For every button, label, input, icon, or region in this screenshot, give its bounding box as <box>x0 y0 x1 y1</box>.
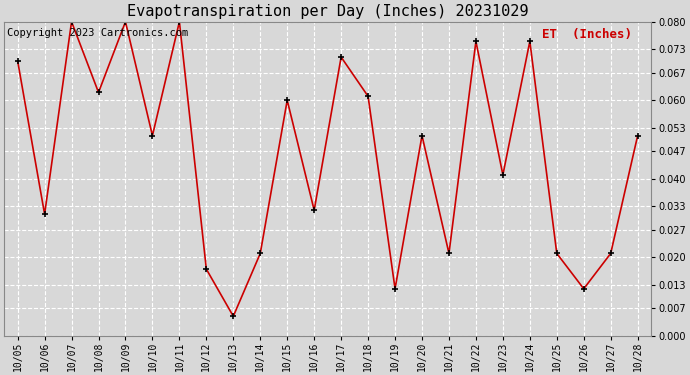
Title: Evapotranspiration per Day (Inches) 20231029: Evapotranspiration per Day (Inches) 2023… <box>127 4 529 19</box>
Text: Copyright 2023 Cartronics.com: Copyright 2023 Cartronics.com <box>8 28 188 38</box>
Text: ET  (Inches): ET (Inches) <box>542 28 632 41</box>
